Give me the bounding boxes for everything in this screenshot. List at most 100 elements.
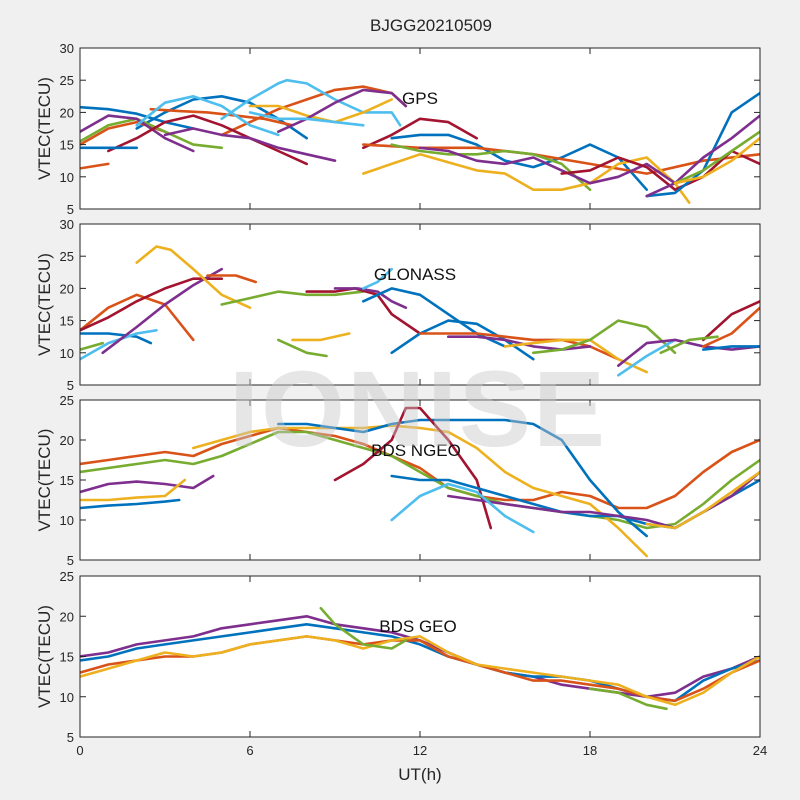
series-line-1 xyxy=(80,277,223,332)
figure-title: BJGG20210509 xyxy=(370,16,492,35)
series-line-7 xyxy=(206,274,257,284)
y-tick-label: 25 xyxy=(60,393,74,408)
series-group xyxy=(80,78,760,204)
series-line-6 xyxy=(276,418,649,538)
series-line-0 xyxy=(80,426,760,510)
series-line-17 xyxy=(673,136,760,185)
series-line-16 xyxy=(418,332,620,361)
series-line-2 xyxy=(80,332,153,345)
y-tick-label: 10 xyxy=(60,513,74,528)
x-tick-label: 6 xyxy=(246,743,253,758)
series-line-26 xyxy=(248,111,365,127)
y-tick-label: 25 xyxy=(60,569,74,584)
y-tick-label: 20 xyxy=(60,609,74,624)
y-tick-label: 15 xyxy=(60,314,74,329)
series-line-19 xyxy=(80,120,167,146)
series-line-22 xyxy=(701,299,760,342)
plot-area xyxy=(80,224,760,385)
series-line-2 xyxy=(80,474,215,494)
y-tick-label: 30 xyxy=(60,217,74,232)
y-tick-label: 15 xyxy=(60,650,74,665)
series-group xyxy=(80,606,760,711)
series-line-8 xyxy=(390,133,649,191)
y-tick-label: 20 xyxy=(60,105,74,120)
y-tick-label: 5 xyxy=(67,553,74,568)
y-tick-label: 25 xyxy=(60,73,74,88)
series-line-21 xyxy=(616,338,760,368)
y-axis-label: VTEC(TECU) xyxy=(35,429,54,532)
panel-3: 5 10 15 20 25 0 6 12 18 24 VTEC(TECU) BDS GEO xyxy=(35,569,767,758)
y-axis-label: VTEC(TECU) xyxy=(35,77,54,180)
panel-label: GLONASS xyxy=(374,265,456,284)
series-line-0 xyxy=(80,293,195,342)
series-line-4 xyxy=(80,498,181,510)
series-line-6 xyxy=(135,245,252,310)
y-tick-label: 5 xyxy=(67,378,74,393)
series-group xyxy=(80,245,760,377)
series-line-11 xyxy=(645,470,760,530)
series-line-10 xyxy=(390,143,592,191)
series-line-14 xyxy=(361,287,507,348)
y-tick-label: 15 xyxy=(60,138,74,153)
series-line-15 xyxy=(645,114,760,198)
series-line-22 xyxy=(107,114,309,166)
series-line-21 xyxy=(80,114,195,153)
x-tick-label: 0 xyxy=(76,743,83,758)
series-group xyxy=(80,406,760,558)
y-tick-label: 30 xyxy=(60,41,74,56)
plot-area xyxy=(80,48,760,209)
series-line-0 xyxy=(80,105,195,130)
y-tick-label: 20 xyxy=(60,281,74,296)
y-tick-label: 10 xyxy=(60,346,74,361)
x-tick-label: 12 xyxy=(413,743,427,758)
y-tick-label: 10 xyxy=(60,690,74,705)
x-axis-label: UT(h) xyxy=(398,765,441,784)
panel-0: 5 10 15 20 25 30 VTEC(TECU) GPS xyxy=(35,41,761,217)
series-line-6 xyxy=(276,88,408,133)
series-line-25 xyxy=(163,127,337,162)
series-line-4 xyxy=(80,341,104,351)
series-line-11 xyxy=(305,287,422,335)
panel-label: GPS xyxy=(402,89,438,108)
y-tick-label: 20 xyxy=(60,433,74,448)
series-line-23 xyxy=(135,95,280,137)
panel-1: 5 10 15 20 25 30 VTEC(TECU) GLONASS xyxy=(35,217,761,393)
panel-label: BDS NGEO xyxy=(371,441,461,460)
y-axis-label: VTEC(TECU) xyxy=(35,253,54,356)
y-tick-label: 5 xyxy=(67,202,74,217)
y-tick-label: 5 xyxy=(67,730,74,745)
series-line-13 xyxy=(361,267,394,290)
x-tick-label: 18 xyxy=(583,743,597,758)
series-line-15 xyxy=(390,319,535,361)
series-line-12 xyxy=(333,287,408,310)
series-line-10 xyxy=(291,332,351,342)
panel-label: BDS GEO xyxy=(379,617,456,636)
series-line-19 xyxy=(531,319,677,355)
x-tick-label: 24 xyxy=(753,743,767,758)
y-tick-label: 15 xyxy=(60,473,74,488)
series-line-25 xyxy=(659,335,719,355)
series-line-12 xyxy=(418,146,677,185)
series-line-18 xyxy=(80,162,110,170)
series-line-16 xyxy=(673,130,760,185)
series-line-4 xyxy=(319,606,408,650)
series-line-1 xyxy=(80,430,760,530)
series-line-4 xyxy=(220,78,402,127)
series-line-10 xyxy=(390,482,535,534)
series-line-7 xyxy=(361,117,479,150)
series-line-8 xyxy=(220,290,365,306)
series-line-5 xyxy=(248,98,394,124)
series-line-24 xyxy=(701,345,760,351)
y-tick-label: 10 xyxy=(60,170,74,185)
panel-2: 5 10 15 20 25 VTEC(TECU) BDS NGEO xyxy=(35,393,761,568)
series-line-7 xyxy=(333,406,493,530)
series-line-5 xyxy=(101,267,223,355)
panels-group: 5 10 15 20 25 30 VTEC(TECU) GPS 5 10 15 20 25 30 VTEC(… xyxy=(35,41,767,758)
series-line-5 xyxy=(588,687,668,711)
series-line-20 xyxy=(80,117,223,150)
series-line-2 xyxy=(149,107,294,127)
watermark: IONISE xyxy=(229,348,607,469)
y-axis-label: VTEC(TECU) xyxy=(35,605,54,708)
series-line-5 xyxy=(192,424,649,558)
